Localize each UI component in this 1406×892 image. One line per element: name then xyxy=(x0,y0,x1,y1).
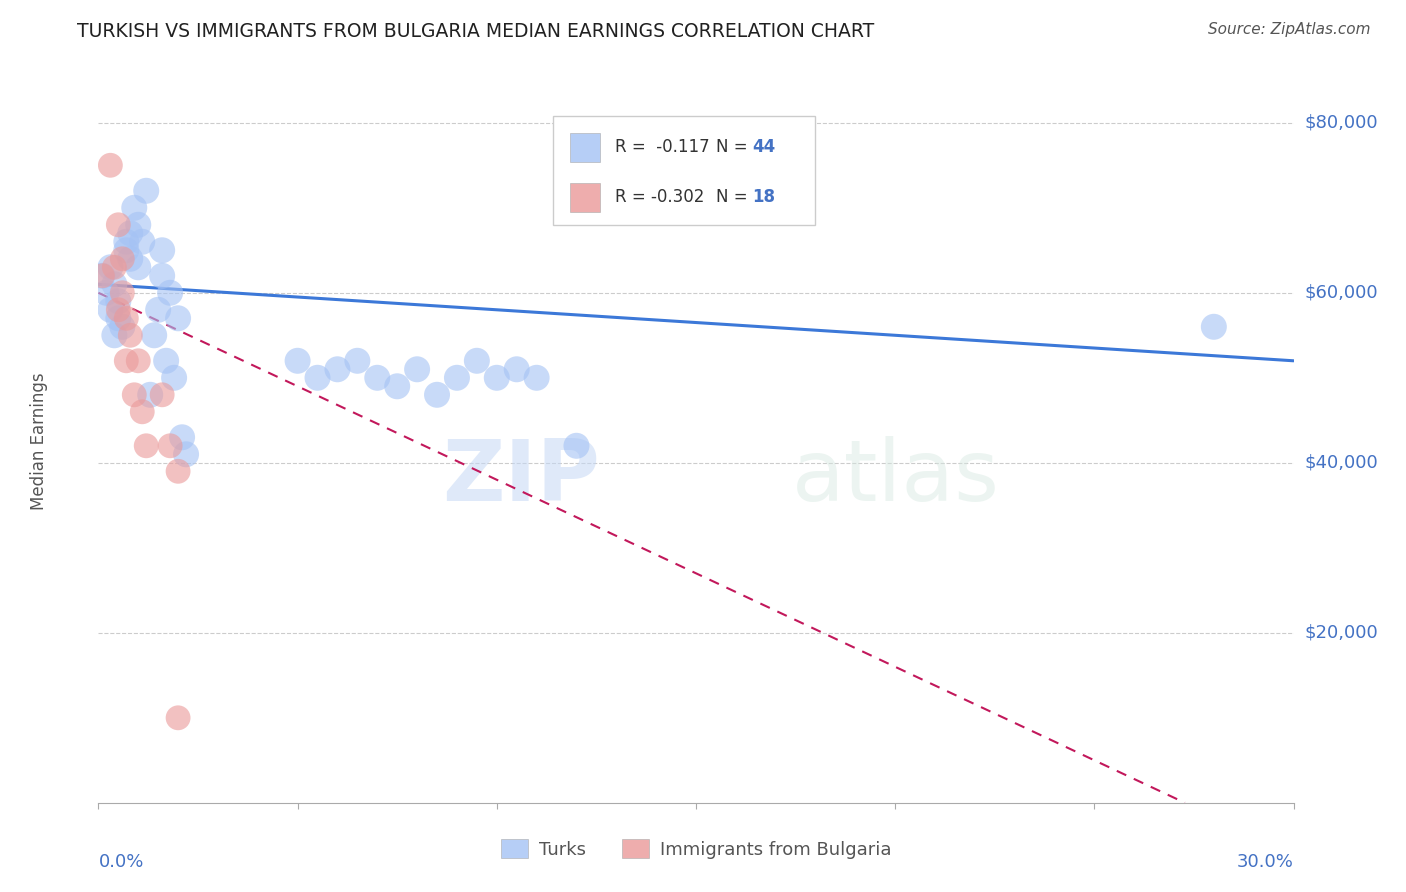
Text: R = -0.302: R = -0.302 xyxy=(614,188,704,206)
Point xyxy=(172,430,194,444)
Point xyxy=(174,447,197,461)
Point xyxy=(115,235,138,249)
Point xyxy=(103,260,125,275)
Point xyxy=(139,388,162,402)
Bar xyxy=(571,133,600,162)
Point xyxy=(103,277,125,292)
Text: $80,000: $80,000 xyxy=(1305,114,1378,132)
Point xyxy=(143,328,166,343)
Point xyxy=(107,218,129,232)
Text: TURKISH VS IMMIGRANTS FROM BULGARIA MEDIAN EARNINGS CORRELATION CHART: TURKISH VS IMMIGRANTS FROM BULGARIA MEDI… xyxy=(77,22,875,41)
Point xyxy=(465,353,488,368)
Point xyxy=(107,302,129,317)
Text: $40,000: $40,000 xyxy=(1305,454,1378,472)
Point xyxy=(115,311,138,326)
Text: $20,000: $20,000 xyxy=(1305,624,1378,642)
Point xyxy=(406,362,429,376)
Point xyxy=(135,439,157,453)
Point xyxy=(120,227,142,241)
Text: R =  -0.117: R = -0.117 xyxy=(614,138,710,156)
Point xyxy=(91,268,114,283)
Point xyxy=(131,235,153,249)
Text: ZIP: ZIP xyxy=(443,436,600,519)
Legend: Turks, Immigrants from Bulgaria: Turks, Immigrants from Bulgaria xyxy=(494,832,898,866)
Point xyxy=(107,311,129,326)
Point xyxy=(307,371,329,385)
Point xyxy=(98,260,122,275)
Point xyxy=(1202,319,1225,334)
Point xyxy=(385,379,409,393)
Point xyxy=(167,311,190,326)
Point xyxy=(326,362,349,376)
Point xyxy=(159,439,181,453)
Point xyxy=(120,328,142,343)
Point xyxy=(148,302,170,317)
Text: Source: ZipAtlas.com: Source: ZipAtlas.com xyxy=(1208,22,1371,37)
Point xyxy=(96,285,118,300)
Bar xyxy=(553,116,815,225)
Text: Median Earnings: Median Earnings xyxy=(30,373,48,510)
Point xyxy=(287,353,309,368)
Point xyxy=(111,252,134,266)
Point xyxy=(115,244,138,258)
Point xyxy=(107,294,129,309)
Text: 0.0%: 0.0% xyxy=(98,854,143,871)
Point xyxy=(167,464,190,478)
Point xyxy=(506,362,529,376)
Point xyxy=(163,371,186,385)
Text: 18: 18 xyxy=(752,188,775,206)
Point xyxy=(111,285,134,300)
Point xyxy=(127,260,149,275)
Point xyxy=(127,353,149,368)
Point xyxy=(103,328,125,343)
Bar xyxy=(571,183,600,211)
Point xyxy=(111,319,134,334)
Point xyxy=(98,302,122,317)
Point xyxy=(91,268,114,283)
Text: N =: N = xyxy=(716,138,754,156)
Point xyxy=(131,405,153,419)
Point xyxy=(120,252,142,266)
Point xyxy=(526,371,548,385)
Point xyxy=(446,371,468,385)
Point xyxy=(124,201,146,215)
Point xyxy=(150,268,173,283)
Point xyxy=(426,388,449,402)
Point xyxy=(98,158,122,172)
Point xyxy=(167,711,190,725)
Point xyxy=(155,353,177,368)
Point xyxy=(366,371,388,385)
Text: 44: 44 xyxy=(752,138,775,156)
Point xyxy=(115,353,138,368)
Text: N =: N = xyxy=(716,188,758,206)
Point xyxy=(346,353,368,368)
Text: atlas: atlas xyxy=(792,436,1000,519)
Point xyxy=(485,371,508,385)
Text: $60,000: $60,000 xyxy=(1305,284,1378,301)
Text: 30.0%: 30.0% xyxy=(1237,854,1294,871)
Point xyxy=(124,388,146,402)
Point xyxy=(150,244,173,258)
Point xyxy=(150,388,173,402)
Point xyxy=(127,218,149,232)
Point xyxy=(135,184,157,198)
Point xyxy=(565,439,588,453)
Point xyxy=(159,285,181,300)
